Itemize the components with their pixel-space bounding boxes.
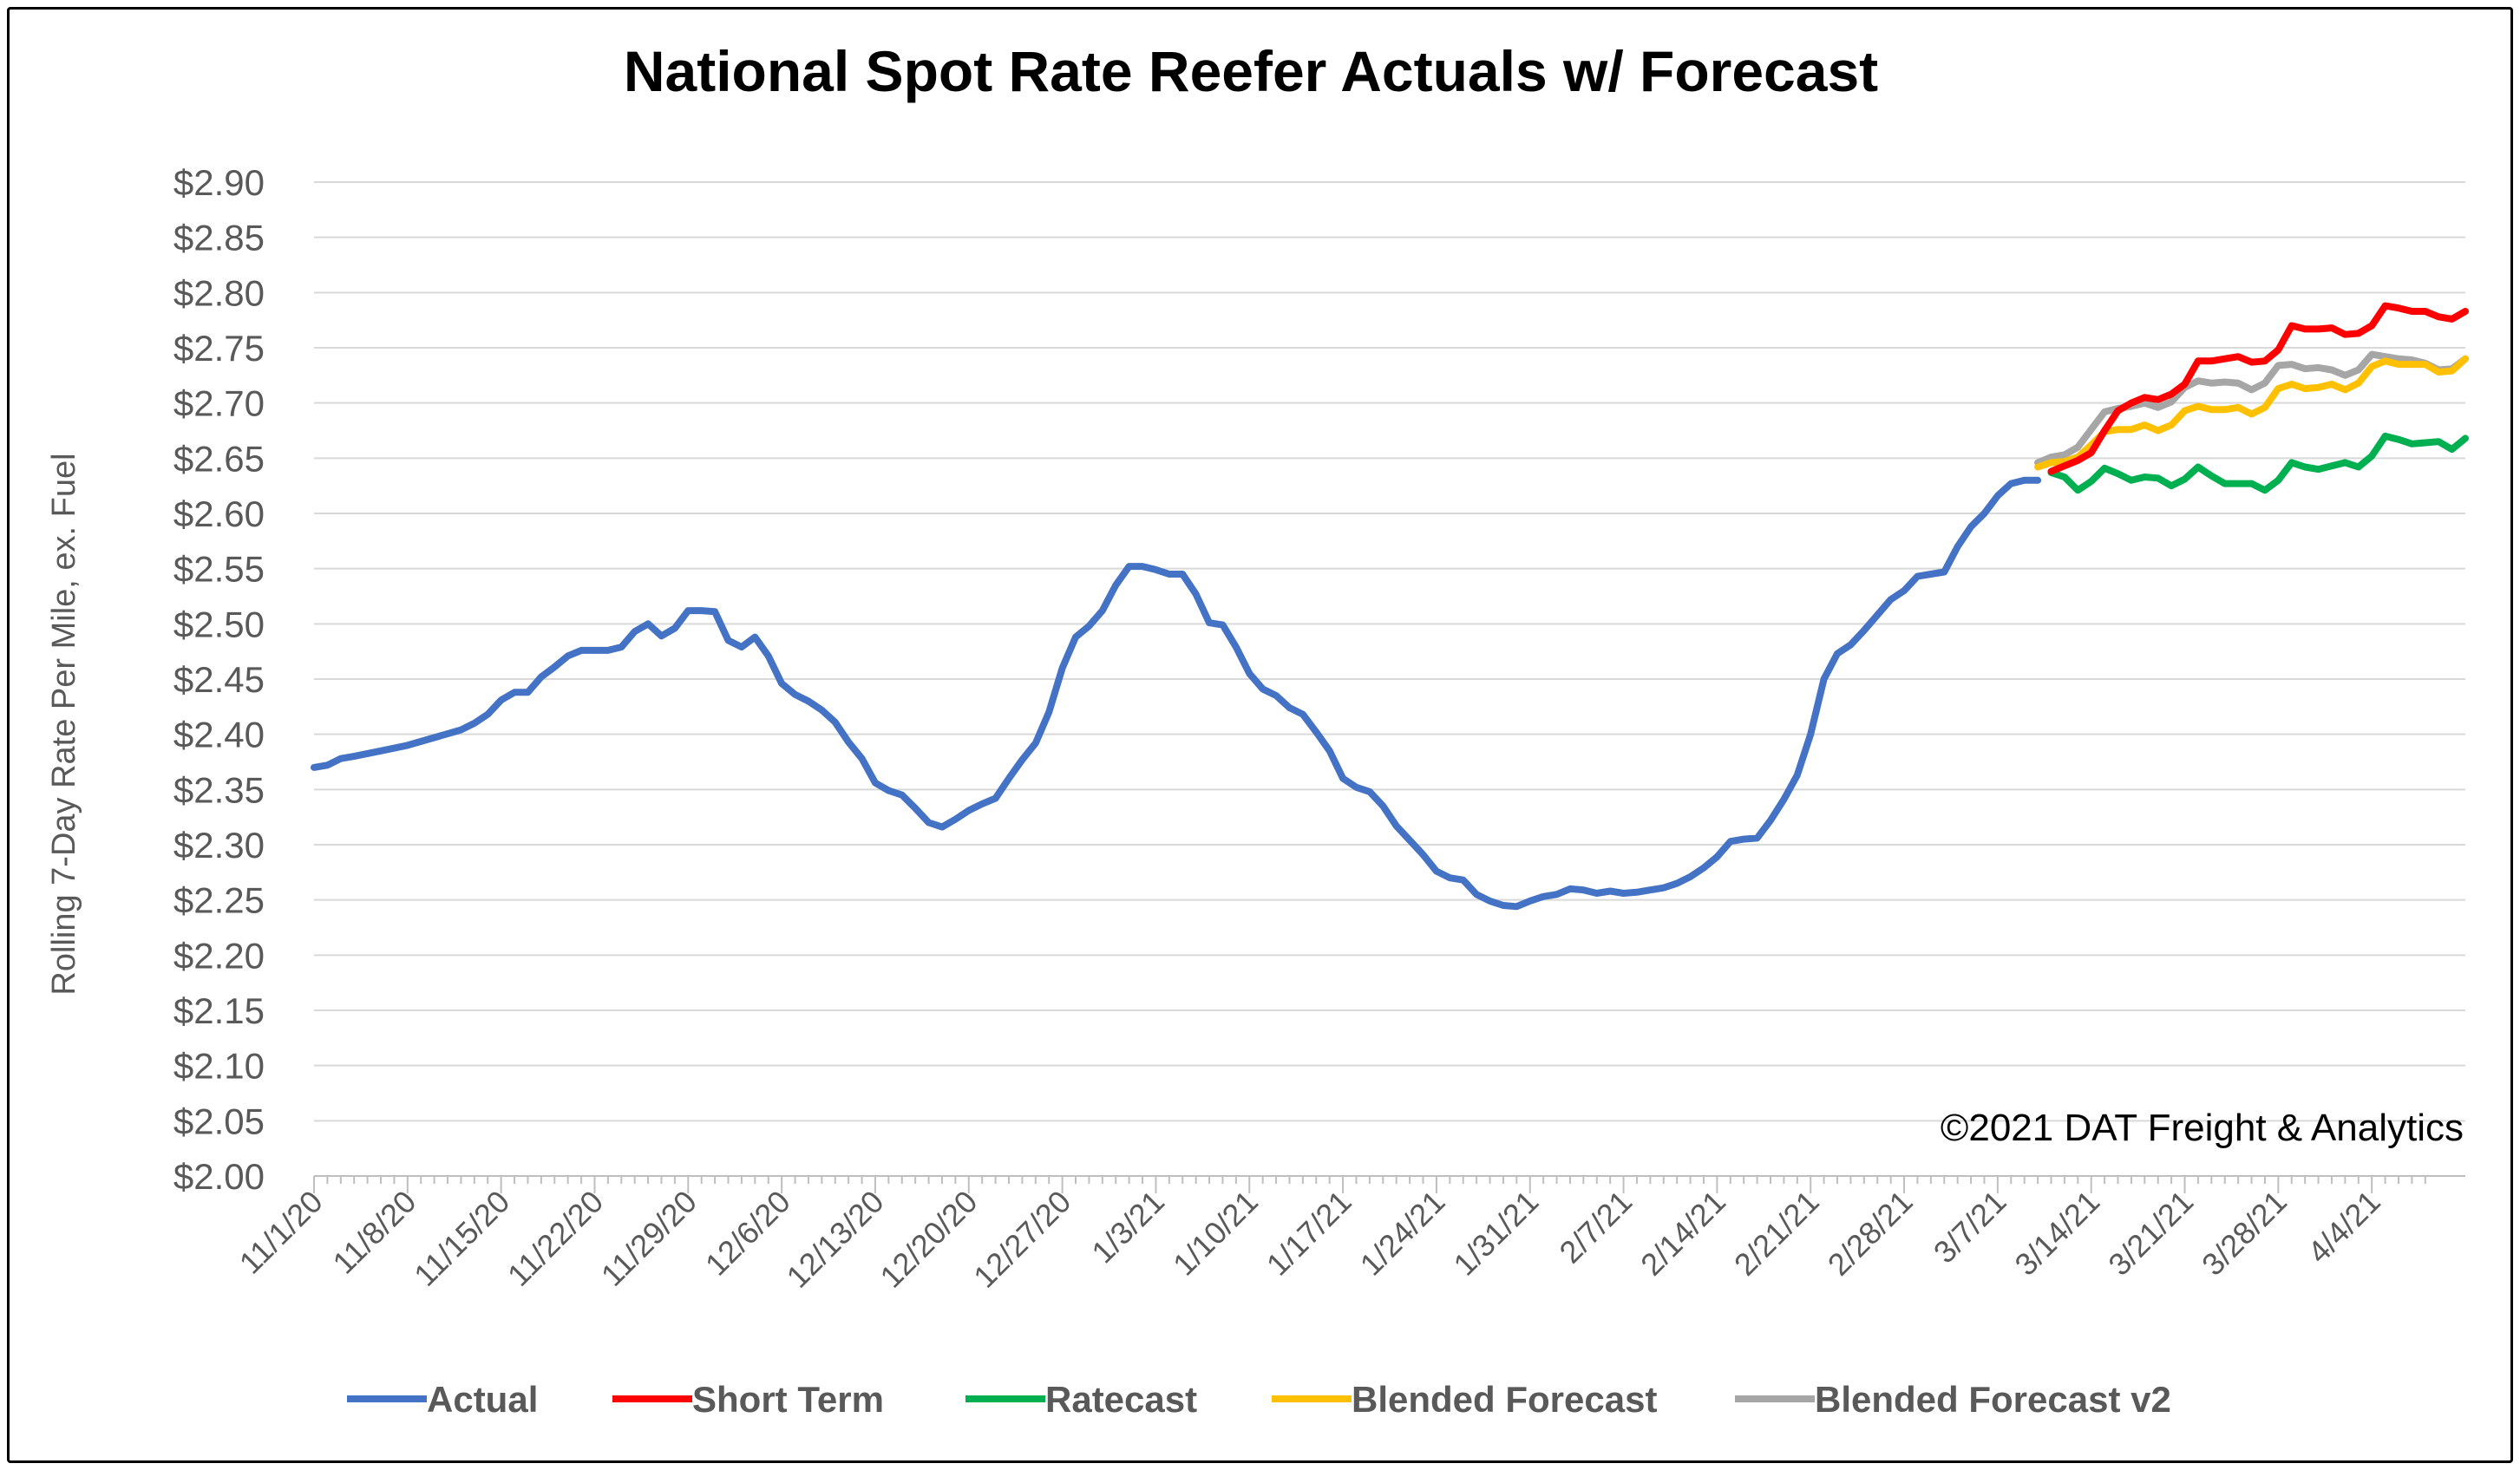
y-tick-label: $2.25	[173, 880, 265, 921]
copyright-notice: ©2021 DAT Freight & Analytics	[1941, 1107, 2464, 1149]
y-tick-label: $2.15	[173, 990, 265, 1031]
legend-label: Short Term	[692, 1379, 884, 1420]
series-line-actual	[311, 476, 2042, 911]
x-tick-label: 3/28/21	[2195, 1184, 2294, 1283]
series-line-short-term	[2047, 302, 2469, 475]
x-tick-label: 2/28/21	[1821, 1184, 1920, 1283]
x-tick-label: 4/4/21	[2301, 1184, 2387, 1271]
y-tick-label: $2.45	[173, 659, 265, 700]
x-tick-label: 1/3/21	[1084, 1184, 1171, 1271]
y-tick-label: $2.80	[173, 272, 265, 313]
y-tick-label: $2.50	[173, 604, 265, 644]
series-line-blended-forecast-v2	[2034, 350, 2469, 467]
x-tick-label: 3/14/21	[2007, 1184, 2106, 1283]
x-tick-label: 1/24/21	[1353, 1184, 1452, 1283]
x-tick-label: 2/7/21	[1552, 1184, 1639, 1271]
y-axis-label: Rolling 7-Day Rate Per Mile, ex. Fuel	[46, 453, 82, 995]
x-tick-label: 1/17/21	[1260, 1184, 1358, 1283]
series-line-ratecast	[2047, 432, 2469, 494]
legend: Actual Short Term Ratecast Blended Forecast…	[347, 1379, 2171, 1420]
y-tick-label: $2.10	[173, 1046, 265, 1087]
x-axis: 11/1/2011/8/2011/15/2011/22/2011/29/2012…	[232, 1175, 2465, 1295]
x-tick-label: 3/7/21	[1927, 1184, 2013, 1271]
x-tick-label: 12/13/20	[780, 1184, 891, 1295]
y-tick-label: $2.75	[173, 328, 265, 369]
x-tick-label: 2/21/21	[1727, 1184, 1826, 1283]
x-tick-label: 11/15/20	[407, 1184, 516, 1293]
y-tick-label: $2.70	[173, 383, 265, 424]
chart-title: National Spot Rate Reefer Actuals w/ For…	[624, 39, 1878, 103]
x-tick-label: 1/31/21	[1446, 1184, 1545, 1283]
legend-label: Actual	[427, 1379, 538, 1420]
x-tick-label: 11/1/20	[232, 1184, 330, 1281]
series-lines	[311, 302, 2469, 911]
y-tick-label: $2.60	[173, 493, 265, 534]
series-line-blended-forecast	[2034, 355, 2469, 471]
y-tick-label: $2.00	[173, 1156, 265, 1197]
y-tick-label: $2.20	[173, 935, 265, 976]
legend-label: Blended Forecast	[1352, 1379, 1657, 1420]
x-tick-label: 12/27/20	[966, 1184, 1077, 1295]
legend-label: Blended Forecast v2	[1815, 1379, 2171, 1420]
y-tick-label: $2.40	[173, 715, 265, 755]
y-axis-tick-labels: $2.00 $2.05 $2.10 $2.15 $2.20 $2.25 $2.30 $2.35…	[173, 162, 265, 1197]
x-tick-label: 11/22/20	[501, 1184, 610, 1293]
gridlines	[314, 181, 2465, 1122]
y-tick-label: $2.55	[173, 549, 265, 590]
x-tick-label: 3/21/21	[2101, 1184, 2200, 1283]
x-tick-label: 12/20/20	[873, 1184, 984, 1295]
x-tick-label: 2/14/21	[1633, 1184, 1732, 1283]
x-tick-label: 1/10/21	[1166, 1184, 1265, 1283]
y-tick-label: $2.05	[173, 1101, 265, 1141]
y-tick-label: $2.35	[173, 769, 265, 810]
y-tick-label: $2.30	[173, 825, 265, 866]
x-tick-label: 11/29/20	[594, 1184, 704, 1293]
legend-label: Ratecast	[1045, 1379, 1197, 1420]
y-tick-label: $2.90	[173, 162, 265, 203]
y-tick-label: $2.65	[173, 438, 265, 479]
y-tick-label: $2.85	[173, 218, 265, 258]
